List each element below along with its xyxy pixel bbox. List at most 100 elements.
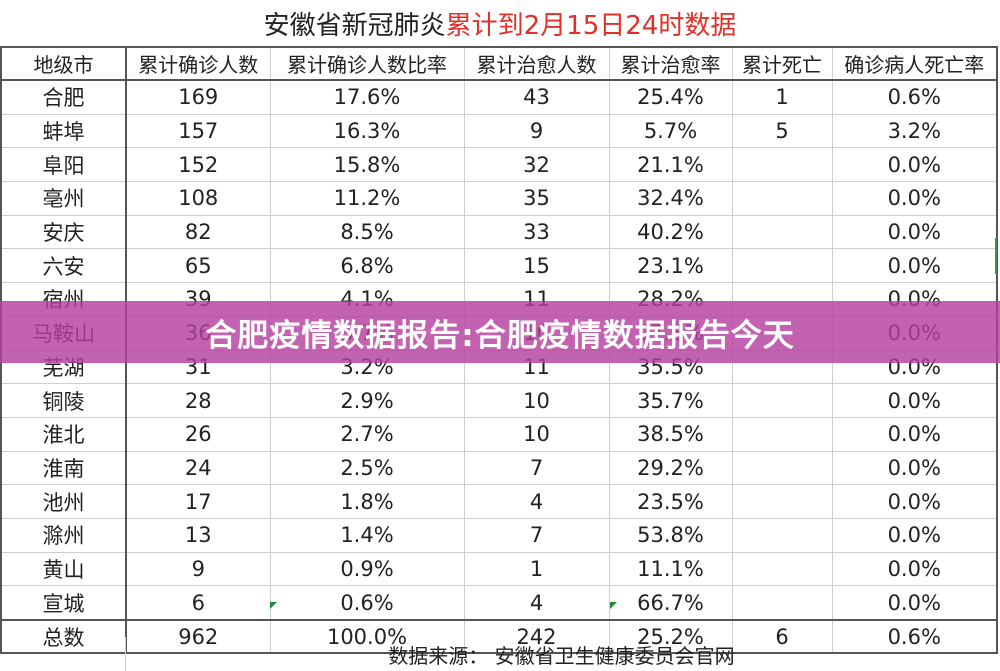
cell-cured: 7 [463,517,610,553]
cell-cured: 10 [463,416,610,452]
cell-cure-rate: 25.4% [608,79,733,115]
cell-cure-rate: 53.8% [608,517,733,553]
cell-death-rate: 0.0% [831,551,998,587]
header-row: 地级市 累计确诊人数 累计确诊人数比率 累计治愈人数 累计治愈率 累计死亡 确诊… [0,46,998,81]
cell-confirmed: 108 [125,181,271,216]
overlay-banner: 合肥疫情数据报告:合肥疫情数据报告今天 [0,301,1000,363]
cell-cure-rate: 25.2% [608,619,733,654]
header-deaths: 累计死亡 [731,46,833,81]
cell-cure-rate: 23.1% [608,248,733,284]
table-row: 蚌埠 157 16.3% 9 5.7% 5 3.2% [0,113,998,149]
title-highlight: 累计到2月15日24时数据 [445,10,737,41]
table-row: 阜阳 152 15.8% 32 21.1% 0.0% [0,147,998,183]
cell-confirmed: 962 [125,619,271,654]
cell-death-rate: 0.0% [831,484,998,519]
cell-city: 总数 [0,619,127,654]
cell-cured: 15 [463,248,610,284]
table-row: 黄山 9 0.9% 1 11.1% 0.0% [0,551,998,587]
cell-death-rate: 0.0% [831,181,998,216]
cell-cured: 4 [463,484,610,519]
cell-city: 淮南 [0,450,127,486]
cell-cure-rate: 40.2% [608,214,733,250]
header-city: 地级市 [0,46,127,81]
cell-cured: 4 [463,585,610,621]
cell-cure-rate: 35.7% [608,383,733,418]
cell-confirmed-ratio: 8.5% [269,214,465,250]
header-confirmed: 累计确诊人数 [125,46,271,81]
cell-confirmed: 24 [125,450,271,486]
cell-deaths [731,181,833,216]
cell-confirmed: 26 [125,416,271,452]
cell-deaths: 5 [731,113,833,149]
header-cure-rate: 累计治愈率 [608,46,733,81]
cell-cure-rate: 5.7% [608,113,733,149]
cell-death-rate: 0.0% [831,383,998,418]
cell-confirmed-ratio: 2.7% [269,416,465,452]
cell-cure-rate: 32.4% [608,181,733,216]
banner-text: 合肥疫情数据报告:合肥疫情数据报告今天 [205,317,795,354]
header-death-rate: 确诊病人死亡率 [831,46,998,81]
table-row: 铜陵 28 2.9% 10 35.7% 0.0% [0,383,998,418]
cell-city: 宣城 [0,585,127,621]
cell-confirmed-ratio: 15.8% [269,147,465,183]
cell-city: 亳州 [0,181,127,216]
table-row: 亳州 108 11.2% 35 32.4% 0.0% [0,181,998,216]
cell-deaths: 6 [731,619,833,654]
scroll-edge-marker [995,238,1000,274]
cell-cured: 43 [463,79,610,115]
table-row: 淮北 26 2.7% 10 38.5% 0.0% [0,416,998,452]
cell-city: 阜阳 [0,147,127,183]
total-row: 总数 962 100.0% 242 25.2% 6 0.6% [0,619,998,654]
cell-city: 六安 [0,248,127,284]
cell-city: 池州 [0,484,127,519]
table-row: 安庆 82 8.5% 33 40.2% 0.0% [0,214,998,250]
cell-city: 黄山 [0,551,127,587]
cell-confirmed: 65 [125,248,271,284]
cell-deaths [731,551,833,587]
comment-marker [610,602,617,609]
cell-confirmed: 9 [125,551,271,587]
cell-cured: 10 [463,383,610,418]
cell-deaths [731,383,833,418]
cell-city: 滁州 [0,517,127,553]
cell-death-rate: 0.0% [831,416,998,452]
cell-cure-rate: 23.5% [608,484,733,519]
cell-cured: 1 [463,551,610,587]
cell-city: 淮北 [0,416,127,452]
cell-deaths [731,416,833,452]
cell-deaths [731,585,833,621]
table-row: 滁州 13 1.4% 7 53.8% 0.0% [0,517,998,553]
cell-confirmed-ratio: 11.2% [269,181,465,216]
cell-confirmed-ratio: 2.5% [269,450,465,486]
cell-confirmed-ratio: 0.6% [269,585,465,621]
cell-confirmed: 157 [125,113,271,149]
cell-confirmed: 13 [125,517,271,553]
cell-confirmed-ratio: 6.8% [269,248,465,284]
cell-death-rate: 0.0% [831,248,998,284]
cell-city: 铜陵 [0,383,127,418]
sheet-title: 安徽省新冠肺炎 累计到2月15日24时数据 [0,0,1000,46]
table-row: 合肥 169 17.6% 43 25.4% 1 0.6% [0,79,998,115]
cell-cured: 32 [463,147,610,183]
cell-deaths [731,147,833,183]
cell-cured: 9 [463,113,610,149]
cell-death-rate: 0.6% [831,619,998,654]
cell-death-rate: 0.0% [831,585,998,621]
cell-confirmed-ratio: 16.3% [269,113,465,149]
cell-confirmed-ratio: 2.9% [269,383,465,418]
cell-cured: 33 [463,214,610,250]
cell-confirmed: 17 [125,484,271,519]
header-confirmed-ratio: 累计确诊人数比率 [269,46,465,81]
cell-death-rate: 0.6% [831,79,998,115]
cell-deaths [731,214,833,250]
cell-death-rate: 0.0% [831,147,998,183]
cell-city: 安庆 [0,214,127,250]
cell-death-rate: 0.0% [831,214,998,250]
header-cured: 累计治愈人数 [463,46,610,81]
table-row: 六安 65 6.8% 15 23.1% 0.0% [0,248,998,284]
cell-death-rate: 0.0% [831,517,998,553]
table-row: 池州 17 1.8% 4 23.5% 0.0% [0,484,998,519]
cell-death-rate: 0.0% [831,450,998,486]
cell-confirmed: 169 [125,79,271,115]
cell-cure-rate: 38.5% [608,416,733,452]
